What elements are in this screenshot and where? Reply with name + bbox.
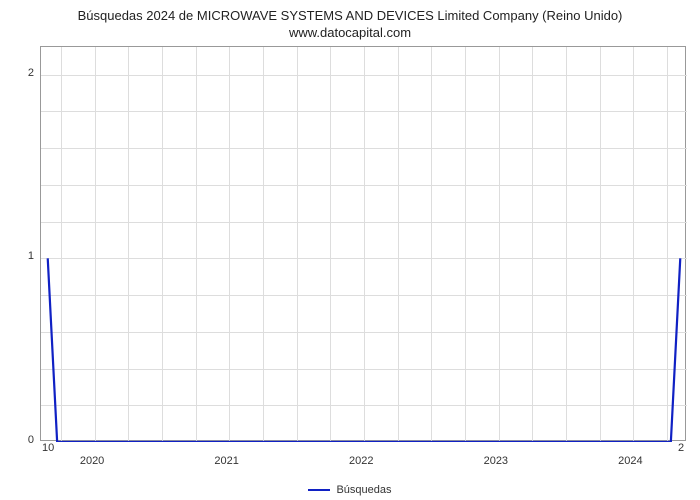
x-tick-label: 2023 — [484, 455, 508, 467]
x-tick-label: 2022 — [349, 455, 373, 467]
series-svg — [41, 47, 687, 442]
legend-label: Búsquedas — [336, 484, 391, 496]
x-tick-label: 2024 — [618, 455, 642, 467]
legend: Búsquedas — [0, 484, 700, 496]
series-line — [48, 258, 681, 442]
x-tick-label: 2020 — [80, 455, 104, 467]
y-tick-label: 1 — [28, 250, 34, 262]
secondary-label-top-left: 10 — [42, 442, 54, 454]
x-tick-label: 2021 — [214, 455, 238, 467]
y-tick-label: 2 — [28, 67, 34, 79]
legend-swatch — [308, 489, 330, 491]
plot-area — [40, 46, 686, 441]
y-tick-label: 0 — [28, 434, 34, 446]
secondary-label-bottom-right: 2 — [678, 442, 684, 454]
chart-container: Búsquedas 2024 de MICROWAVE SYSTEMS AND … — [0, 0, 700, 500]
chart-title: Búsquedas 2024 de MICROWAVE SYSTEMS AND … — [0, 0, 700, 42]
